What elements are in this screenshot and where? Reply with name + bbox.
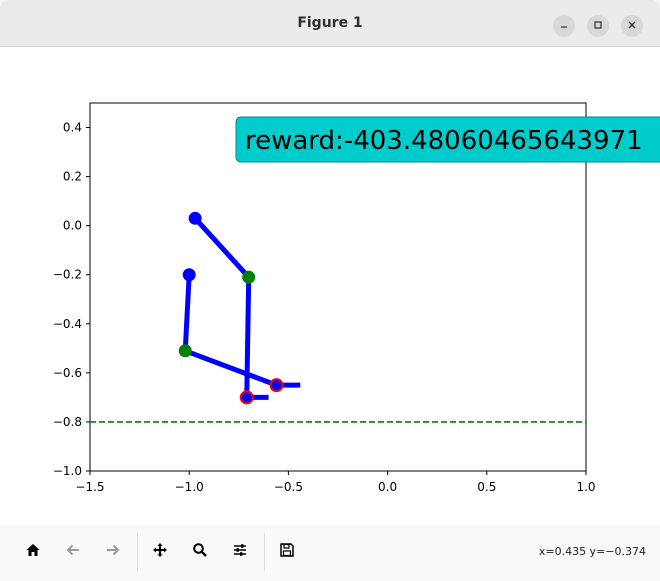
y-tick-label: 0.4	[63, 121, 82, 135]
y-tick-label: 0.2	[63, 170, 82, 184]
ankle-joint-2	[269, 378, 284, 393]
reward-annotation-text: reward:-403.48060465643971	[245, 126, 643, 156]
x-tick-label: −1.0	[175, 480, 204, 494]
hip-joint-2	[182, 268, 196, 282]
y-tick-label: −0.2	[53, 268, 82, 282]
toolbar-separator	[264, 533, 265, 571]
y-tick-label: −0.4	[53, 317, 82, 331]
x-tick-label: 0.5	[477, 480, 496, 494]
plot-svg[interactable]: −1.5 −1.0 −0.5 0.0 0.5 1.0 −1.0 −0.8 −0.6 −0.4 −0.…	[0, 47, 660, 525]
save-button[interactable]	[272, 537, 302, 567]
close-button[interactable]	[621, 15, 643, 37]
x-tick-label: −1.5	[75, 480, 104, 494]
y-tick-label: −0.8	[53, 415, 82, 429]
y-tick-label: 0.0	[63, 219, 82, 233]
leg-2-shin	[184, 348, 278, 388]
knee-joint-1	[242, 270, 256, 284]
x-tick-label: −0.5	[274, 480, 303, 494]
knee-joint-2	[178, 344, 192, 358]
zoom-magnifier-icon	[192, 542, 208, 562]
pan-button[interactable]	[145, 537, 175, 567]
maximize-button[interactable]	[587, 15, 609, 37]
title-bar[interactable]: Figure 1	[0, 0, 660, 47]
home-icon	[25, 542, 41, 562]
back-arrow-icon	[65, 542, 81, 562]
configure-subplots-icon	[232, 542, 248, 562]
minimize-icon	[559, 19, 569, 33]
leg-1-thigh	[193, 216, 251, 279]
window-title: Figure 1	[297, 15, 363, 31]
y-tick-label: −0.6	[53, 366, 82, 380]
pan-move-icon	[152, 542, 168, 562]
toolbar-separator	[137, 533, 138, 571]
axes-frame	[89, 102, 587, 472]
minimize-button[interactable]	[553, 15, 575, 37]
x-tick-label: 1.0	[576, 480, 595, 494]
ankle-joint-1	[239, 390, 254, 405]
close-icon	[627, 19, 637, 33]
x-tick-label: 0.0	[378, 480, 397, 494]
home-button[interactable]	[18, 537, 48, 567]
cursor-coordinates: x=0.435 y=−0.374	[538, 545, 646, 558]
y-tick-label: −1.0	[53, 464, 82, 478]
leg-1-shin	[244, 277, 252, 398]
configure-subplots-button[interactable]	[225, 537, 255, 567]
save-floppy-icon	[279, 542, 295, 562]
forward-button[interactable]	[98, 537, 128, 567]
forward-arrow-icon	[105, 542, 121, 562]
reward-annotation-box	[235, 116, 660, 163]
back-button[interactable]	[58, 537, 88, 567]
navigation-toolbar: x=0.435 y=−0.374	[0, 525, 660, 581]
leg-2-thigh	[182, 274, 192, 351]
zoom-button[interactable]	[185, 537, 215, 567]
reward-annotation: reward:-403.48060465643971	[235, 116, 660, 163]
hip-joint-1	[188, 211, 202, 225]
maximize-icon	[593, 19, 603, 33]
figure-canvas[interactable]: −1.5 −1.0 −0.5 0.0 0.5 1.0 −1.0 −0.8 −0.6 −0.4 −0.…	[0, 47, 660, 525]
